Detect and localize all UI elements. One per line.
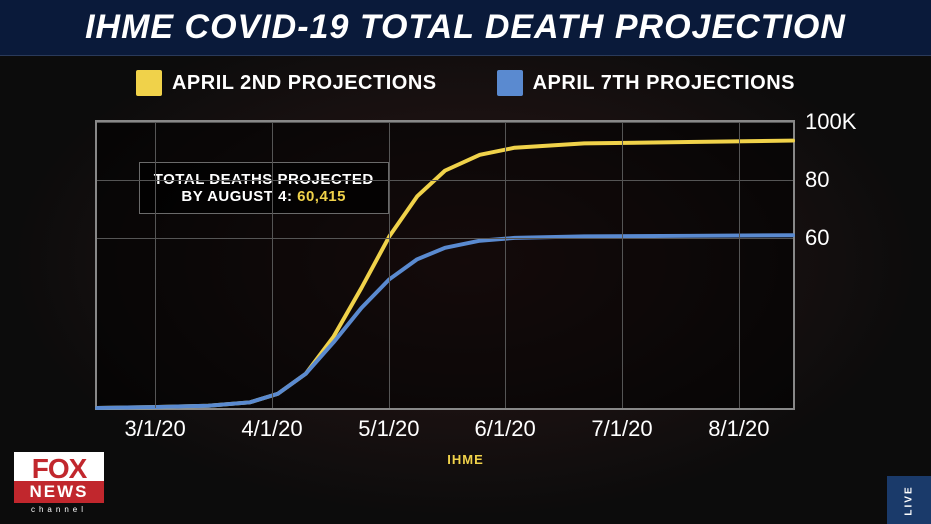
chart-region: TOTAL DEATHS PROJECTED BY AUGUST 4: 60,4…: [95, 120, 795, 410]
x-tick-label: 8/1/20: [708, 416, 769, 442]
network-logo: FOX NEWS channel: [14, 452, 104, 514]
legend-label-2: APRIL 7TH PROJECTIONS: [533, 72, 795, 95]
x-tick-label: 4/1/20: [241, 416, 302, 442]
live-badge: LIVE: [887, 476, 931, 524]
plot-area: TOTAL DEATHS PROJECTED BY AUGUST 4: 60,4…: [95, 120, 795, 410]
y-tick-label: 80: [805, 167, 829, 193]
annotation-value: 60,415: [297, 188, 346, 205]
series-line-april-7th: [97, 235, 793, 408]
gridline-horizontal: [97, 180, 793, 181]
y-tick-label: 100K: [805, 109, 856, 135]
annotation-box: TOTAL DEATHS PROJECTED BY AUGUST 4: 60,4…: [139, 162, 389, 214]
gridline-vertical: [505, 122, 506, 408]
gridline-vertical: [622, 122, 623, 408]
annotation-prefix: BY AUGUST 4:: [181, 188, 297, 205]
x-tick-label: 6/1/20: [475, 416, 536, 442]
gridline-vertical: [155, 122, 156, 408]
y-tick-label: 60: [805, 225, 829, 251]
source-label: IHME: [447, 452, 484, 467]
x-tick-label: 3/1/20: [125, 416, 186, 442]
legend: APRIL 2ND PROJECTIONS APRIL 7TH PROJECTI…: [0, 70, 931, 96]
logo-mid-text: NEWS: [14, 481, 104, 503]
gridline-horizontal: [97, 238, 793, 239]
gridline-vertical: [739, 122, 740, 408]
gridline-vertical: [272, 122, 273, 408]
live-text: LIVE: [903, 485, 914, 515]
legend-swatch-1: [136, 70, 162, 96]
chart-title: IHME COVID-19 TOTAL DEATH PROJECTION: [85, 8, 846, 47]
gridline-vertical: [389, 122, 390, 408]
logo-top-text: FOX: [14, 452, 104, 481]
logo-bottom-text: channel: [14, 503, 104, 514]
title-bar: IHME COVID-19 TOTAL DEATH PROJECTION: [0, 0, 931, 56]
legend-swatch-2: [497, 70, 523, 96]
legend-item-series-1: APRIL 2ND PROJECTIONS: [136, 70, 437, 96]
annotation-line-2: BY AUGUST 4: 60,415: [154, 188, 374, 205]
x-tick-label: 5/1/20: [358, 416, 419, 442]
legend-label-1: APRIL 2ND PROJECTIONS: [172, 72, 437, 95]
legend-item-series-2: APRIL 7TH PROJECTIONS: [497, 70, 795, 96]
gridline-horizontal: [97, 122, 793, 123]
x-tick-label: 7/1/20: [591, 416, 652, 442]
